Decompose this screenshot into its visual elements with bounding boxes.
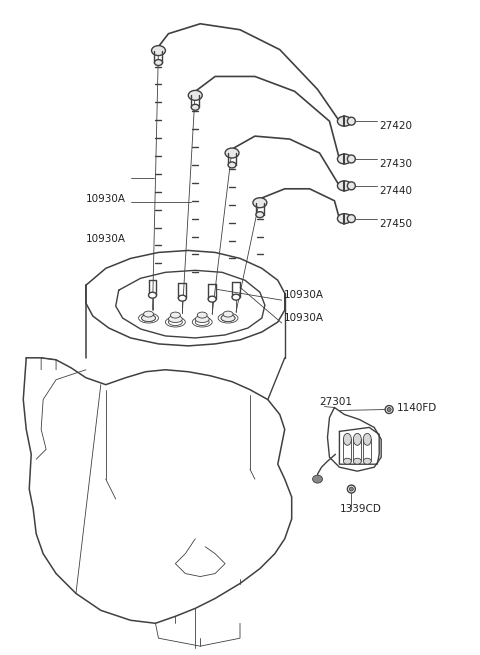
- Ellipse shape: [144, 311, 154, 317]
- Ellipse shape: [208, 296, 216, 302]
- Ellipse shape: [363, 458, 371, 464]
- Ellipse shape: [170, 312, 180, 318]
- Ellipse shape: [142, 314, 156, 322]
- Ellipse shape: [337, 116, 351, 126]
- Text: 10930A: 10930A: [284, 290, 324, 300]
- Ellipse shape: [337, 181, 351, 191]
- Ellipse shape: [348, 215, 355, 223]
- Ellipse shape: [155, 60, 162, 66]
- Ellipse shape: [168, 316, 182, 322]
- Ellipse shape: [337, 214, 351, 223]
- Text: 27430: 27430: [379, 159, 412, 169]
- Ellipse shape: [353, 434, 361, 445]
- Text: 1339CD: 1339CD: [339, 504, 381, 514]
- Text: 10930A: 10930A: [86, 194, 126, 204]
- Text: 27440: 27440: [379, 186, 412, 196]
- Text: 27301: 27301: [320, 396, 352, 407]
- Ellipse shape: [253, 198, 267, 208]
- Ellipse shape: [363, 434, 371, 445]
- Ellipse shape: [192, 104, 199, 110]
- Ellipse shape: [256, 212, 264, 217]
- Ellipse shape: [387, 407, 391, 411]
- Ellipse shape: [152, 46, 166, 56]
- Ellipse shape: [337, 154, 351, 164]
- Ellipse shape: [228, 162, 236, 168]
- Text: 10930A: 10930A: [284, 313, 324, 323]
- Ellipse shape: [188, 90, 202, 100]
- Ellipse shape: [221, 314, 235, 322]
- Ellipse shape: [353, 458, 361, 464]
- Text: 10930A: 10930A: [86, 234, 126, 244]
- Ellipse shape: [312, 475, 323, 483]
- Ellipse shape: [343, 434, 351, 445]
- Ellipse shape: [349, 487, 353, 491]
- Ellipse shape: [232, 294, 240, 300]
- Ellipse shape: [197, 312, 207, 318]
- Ellipse shape: [223, 311, 233, 317]
- Ellipse shape: [348, 155, 355, 163]
- Ellipse shape: [343, 458, 351, 464]
- Text: 1140FD: 1140FD: [397, 403, 437, 413]
- Ellipse shape: [348, 182, 355, 190]
- Text: 27450: 27450: [379, 219, 412, 229]
- Ellipse shape: [225, 148, 239, 158]
- Ellipse shape: [179, 295, 186, 301]
- Ellipse shape: [195, 316, 209, 322]
- Text: 27420: 27420: [379, 121, 412, 131]
- Ellipse shape: [148, 292, 156, 298]
- Ellipse shape: [348, 117, 355, 125]
